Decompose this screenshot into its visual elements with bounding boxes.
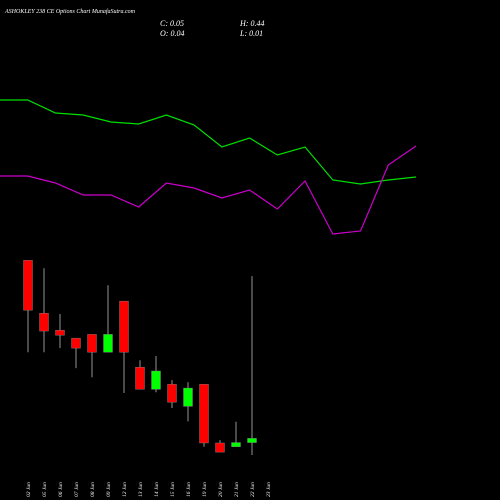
indicator-line	[0, 99, 417, 185]
candle-body	[167, 384, 177, 403]
open-label: O: 0.04	[160, 29, 184, 38]
x-tick-label: 16 Jun	[186, 482, 192, 497]
x-tick-label: 08 Jun	[90, 482, 96, 497]
candle-body	[87, 334, 97, 353]
x-tick-label: 09 Jun	[106, 482, 112, 497]
candle-body	[23, 260, 33, 311]
candle-body	[39, 312, 49, 332]
low-label: L: 0.01	[239, 29, 263, 38]
x-tick-label: 13 Jun	[138, 482, 144, 497]
x-tick-label: 23 Jun	[266, 482, 272, 497]
candle-body	[247, 438, 257, 443]
indicator-line	[0, 145, 417, 235]
high-label: H: 0.44	[239, 19, 264, 28]
candle-body	[103, 334, 113, 353]
x-tick-label: 19 Jun	[202, 482, 208, 497]
x-tick-label: 02 Jun	[26, 482, 32, 497]
x-tick-label: 20 Jun	[218, 482, 224, 497]
close-label: C: 0.05	[160, 19, 184, 28]
x-tick-label: 21 Jun	[234, 482, 240, 497]
candle-body	[55, 330, 65, 336]
x-tick-label: 12 Jun	[122, 482, 128, 497]
candle-body	[71, 337, 81, 349]
x-tick-label: 14 Jun	[153, 482, 160, 497]
candle-body	[135, 367, 145, 390]
candle-body	[119, 300, 129, 353]
candle-body	[151, 370, 161, 390]
candle-body	[199, 384, 209, 444]
x-tick-label: 07 Jun	[74, 482, 80, 497]
x-tick-label: 05 Jun	[42, 482, 48, 497]
candle-body	[215, 442, 225, 453]
candle-body	[183, 387, 193, 407]
x-tick-label: 22 Jun	[250, 482, 256, 497]
x-tick-label: 15 Jun	[170, 482, 176, 497]
candle-body	[231, 442, 241, 447]
chart-title: ASHOKLEY 238 CE Options Chart MunafaSutr…	[4, 8, 136, 15]
x-tick-label: 06 Jun	[58, 482, 64, 497]
